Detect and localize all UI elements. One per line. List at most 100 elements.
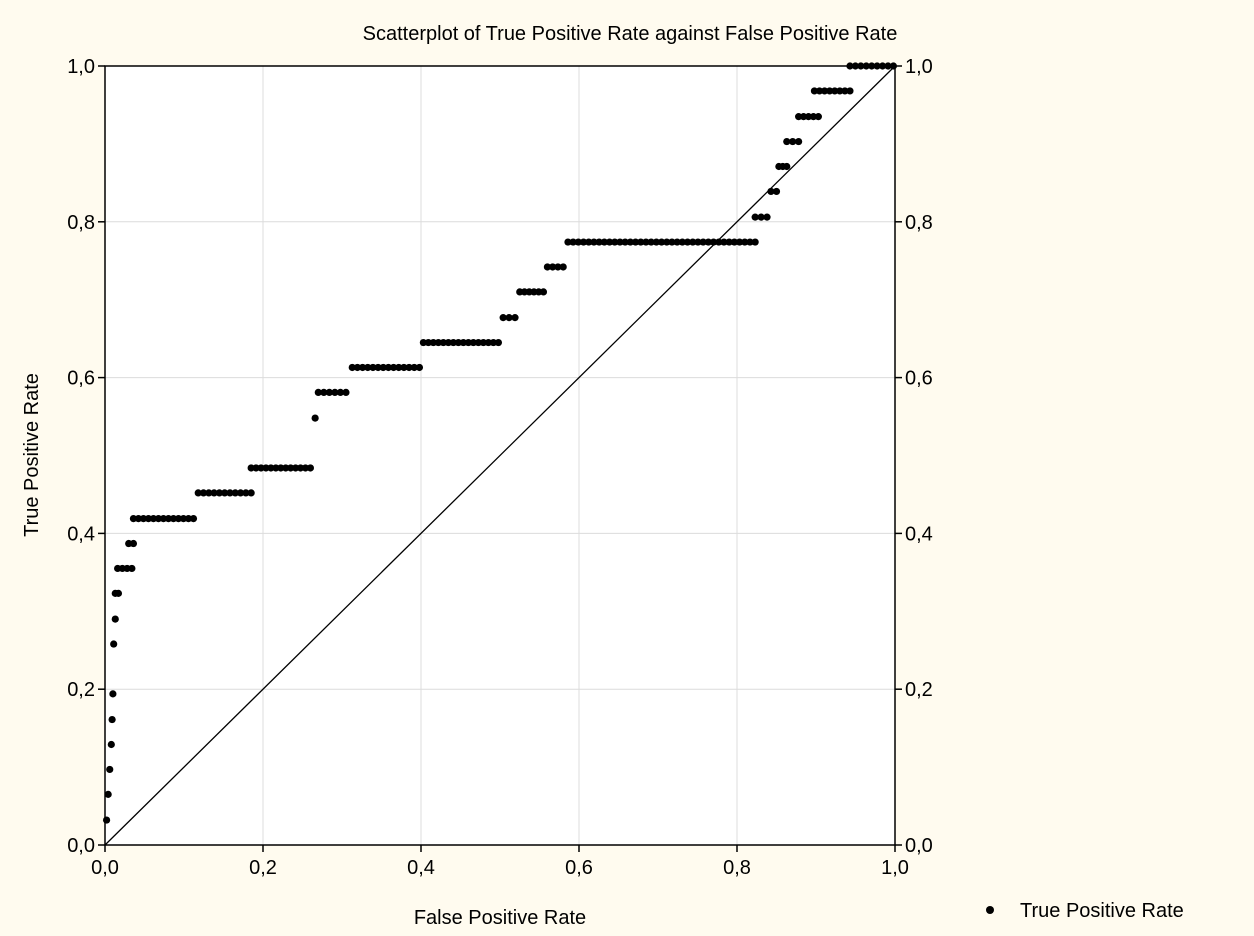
data-point — [704, 238, 712, 246]
y-tick-label: 0,0 — [67, 835, 95, 857]
data-point — [479, 338, 488, 347]
data-point — [543, 263, 552, 271]
data-point — [379, 363, 387, 372]
data-point — [111, 615, 119, 623]
data-point — [836, 87, 844, 95]
data-point — [678, 238, 686, 246]
y-tick-label-right: 0,4 — [905, 523, 933, 545]
x-axis-title: False Positive Rate — [414, 907, 586, 929]
reference-line — [104, 65, 896, 846]
data-point — [395, 363, 403, 372]
data-point — [199, 489, 208, 497]
data-point — [772, 187, 781, 196]
x-tick-label: 0,0 — [91, 857, 119, 879]
y-tick-label-right: 0,6 — [905, 368, 933, 390]
data-point — [499, 314, 507, 322]
data-point — [579, 238, 588, 246]
data-point — [291, 464, 300, 472]
data-point — [826, 87, 834, 95]
data-point — [763, 213, 771, 221]
data-point — [400, 363, 408, 372]
data-point — [296, 464, 305, 472]
data-point — [134, 514, 143, 523]
x-tick-label: 0,8 — [723, 857, 751, 879]
data-point — [277, 464, 285, 472]
y-tick-label: 0,2 — [67, 679, 95, 701]
data-point — [342, 388, 350, 397]
data-point — [559, 263, 567, 271]
data-point — [611, 238, 619, 246]
data-point — [353, 363, 362, 372]
y-tick-label-right: 0,8 — [905, 212, 933, 234]
data-point — [139, 514, 148, 523]
data-point — [668, 238, 676, 246]
data-point — [262, 464, 270, 472]
data-point — [725, 238, 733, 246]
data-point — [809, 113, 818, 121]
plot-frame — [104, 65, 896, 846]
data-point — [699, 238, 707, 246]
data-point — [159, 514, 168, 523]
data-point — [306, 464, 314, 472]
data-point — [359, 363, 367, 372]
data-point — [149, 514, 158, 523]
data-point — [384, 363, 393, 372]
data-point — [590, 238, 598, 246]
data-point — [336, 388, 345, 397]
tick-marks — [98, 65, 902, 852]
data-point — [267, 464, 275, 472]
data-point — [474, 338, 483, 347]
data-point — [494, 338, 503, 347]
data-point — [154, 514, 163, 523]
data-point — [405, 363, 413, 372]
data-point — [247, 464, 255, 472]
y-tick-label-right: 1,0 — [905, 56, 933, 78]
data-point — [767, 187, 775, 196]
data-point — [549, 263, 557, 271]
data-point — [301, 464, 310, 472]
data-point — [820, 87, 829, 95]
data-point — [282, 464, 290, 472]
data-point — [746, 238, 754, 246]
data-point — [314, 388, 322, 397]
y-tick-label-right: 0,0 — [905, 835, 933, 857]
data-point — [464, 338, 472, 347]
data-point — [647, 238, 655, 246]
x-tick-label: 0,6 — [565, 857, 593, 879]
data-point — [626, 238, 634, 246]
data-point — [348, 363, 356, 372]
data-point — [621, 238, 629, 246]
data-point — [595, 238, 603, 246]
data-point — [574, 238, 582, 246]
data-point — [657, 238, 666, 246]
data-point — [795, 113, 803, 121]
data-point — [831, 87, 839, 95]
data-point — [730, 238, 738, 246]
data-point — [783, 137, 791, 146]
data-point — [709, 238, 718, 246]
data-point — [511, 314, 519, 322]
y-tick-label: 0,6 — [67, 368, 95, 390]
data-point — [489, 338, 498, 347]
data-point — [104, 790, 112, 798]
data-point — [242, 489, 250, 497]
data-point — [325, 388, 333, 397]
data-point — [221, 489, 229, 497]
reference-line-group — [104, 65, 896, 846]
data-point — [569, 238, 577, 246]
data-point — [320, 388, 328, 397]
data-point — [179, 514, 188, 523]
data-point — [783, 162, 791, 171]
data-point — [311, 414, 319, 422]
data-point — [642, 238, 650, 246]
data-point — [144, 514, 153, 523]
x-tick-label: 0,4 — [407, 857, 435, 879]
data-point — [107, 740, 115, 749]
data-point — [226, 489, 234, 497]
y-axis-title: True Positive Rate — [21, 373, 43, 537]
data-point — [454, 338, 462, 347]
data-point — [331, 388, 339, 397]
data-point — [369, 363, 377, 372]
data-point — [757, 213, 765, 221]
data-point — [194, 489, 202, 497]
